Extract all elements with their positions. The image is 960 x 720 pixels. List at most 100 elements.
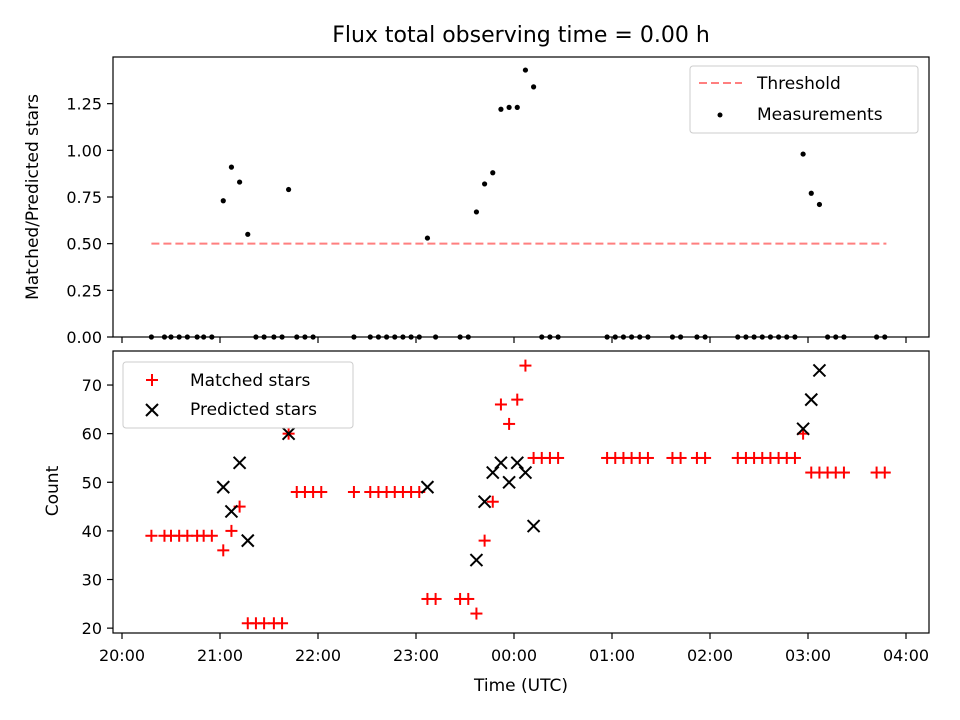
legend-measurements-label: Measurements [757, 105, 883, 125]
x-tick-label: 23:00 [393, 646, 439, 665]
y-tick-label: 1.00 [66, 141, 102, 160]
measurement-point [514, 104, 520, 110]
x-tick-label: 02:00 [687, 646, 733, 665]
y-tick-label: 0.50 [66, 235, 102, 254]
bottom-y-axis-label: Count [43, 465, 63, 516]
top-y-axis-label: Matched/Predicted stars [23, 94, 43, 300]
bottom-legend: Matched stars Predicted stars [122, 361, 354, 429]
measurement-point [490, 170, 496, 176]
measurement-point [237, 179, 243, 185]
matched-stars-point [511, 393, 524, 406]
x-tick-label: 20:00 [99, 646, 145, 665]
measurement-point [245, 231, 251, 237]
matched-stars-point [429, 592, 442, 605]
chart-title: Flux total observing time = 0.00 h [332, 23, 710, 48]
matched-stars-point [788, 451, 801, 464]
top-legend-box [689, 65, 919, 134]
x-tick-label: 04:00 [883, 646, 929, 665]
measurement-point [506, 104, 512, 110]
matched-stars-point [145, 529, 158, 542]
predicted-stars-point [224, 504, 239, 519]
top-legend: Threshold Measurements [689, 65, 919, 134]
matched-stars-point [837, 466, 850, 479]
measurement-point [498, 106, 504, 112]
matched-stars-point [470, 607, 483, 620]
matched-stars-point [217, 544, 230, 557]
bottom-axes-frame [112, 350, 930, 634]
measurement-point [424, 235, 431, 241]
predicted-stars-point [216, 480, 230, 494]
predicted-stars-point [241, 533, 255, 548]
x-tick-label: 22:00 [295, 646, 341, 665]
x-tick-label: 03:00 [785, 646, 831, 665]
y-tick-label: 40 [82, 522, 102, 541]
matched-stars-point [674, 451, 687, 464]
predicted-stars-point [502, 475, 516, 489]
y-tick-label: 0.75 [66, 188, 102, 207]
matched-stars-point [878, 466, 891, 479]
legend-predicted-label: Predicted stars [190, 400, 317, 420]
y-tick-label: 0.00 [66, 328, 102, 347]
y-tick-label: 1.25 [66, 95, 102, 114]
predicted-stars-point [796, 422, 810, 436]
matched-stars-point [519, 359, 532, 372]
matched-stars-point [205, 529, 218, 542]
measurement-point [228, 164, 235, 170]
y-tick-label: 0.25 [66, 281, 102, 300]
matched-stars-point [486, 495, 499, 508]
measurement-point [531, 84, 537, 90]
measurement-point [808, 190, 814, 196]
predicted-stars-point [281, 426, 296, 441]
measurement-point [220, 198, 226, 204]
x-axis-label: Time (UTC) [473, 676, 568, 696]
predicted-stars-point [812, 363, 827, 378]
measurement-point [522, 67, 529, 73]
predicted-stars-point [526, 519, 541, 533]
bottom-legend-box [122, 361, 354, 429]
matched-stars-point [276, 617, 289, 630]
matched-stars-point [503, 417, 516, 430]
bottom-plot-area: 20 30 40 50 60 70 20:00 21:00 22:00 23:00 00:00 01:… [82, 359, 929, 665]
matched-stars-point [699, 451, 712, 464]
legend-matched-label: Matched stars [190, 371, 310, 391]
legend-predicted-swatch [145, 403, 159, 417]
predicted-stars-point [469, 553, 484, 567]
matched-stars-point [494, 398, 507, 411]
predicted-stars-point [510, 456, 524, 470]
legend-measurements-swatch [717, 112, 723, 118]
legend-matched-swatch [146, 374, 158, 386]
matched-stars-point [478, 534, 491, 547]
y-tick-label: 30 [82, 571, 102, 590]
x-tick-label: 00:00 [491, 646, 537, 665]
x-tick-label: 01:00 [589, 646, 635, 665]
x-tick-label: 21:00 [197, 646, 243, 665]
y-tick-label: 20 [82, 619, 102, 638]
top-panel: Flux total observing time = 0.00 h Match… [23, 23, 930, 347]
measurement-point [482, 181, 488, 187]
measurement-point [816, 201, 823, 208]
measurement-point [800, 151, 806, 157]
matched-stars-point [347, 486, 360, 498]
y-tick-label: 50 [82, 473, 102, 492]
matched-stars-point [225, 524, 238, 537]
matched-stars-point [462, 592, 475, 605]
predicted-stars-point [518, 465, 533, 480]
top-plot-area: 0.00 0.25 0.50 0.75 1.00 1.25 [66, 67, 907, 347]
legend-threshold-label: Threshold [756, 74, 841, 94]
matched-stars-point [315, 486, 328, 498]
predicted-stars-point [486, 465, 500, 480]
y-tick-label: 60 [82, 425, 102, 444]
predicted-stars-point [804, 392, 818, 407]
matched-stars-point [552, 451, 565, 464]
top-axes-frame [112, 56, 930, 338]
predicted-stars-point [477, 495, 492, 509]
predicted-stars-point [420, 480, 435, 494]
measurement-point [473, 209, 480, 215]
y-tick-label: 70 [82, 376, 102, 395]
matched-stars-point [641, 451, 654, 464]
predicted-stars-point [494, 456, 508, 470]
measurement-point [286, 186, 292, 193]
predicted-stars-point [232, 456, 247, 470]
